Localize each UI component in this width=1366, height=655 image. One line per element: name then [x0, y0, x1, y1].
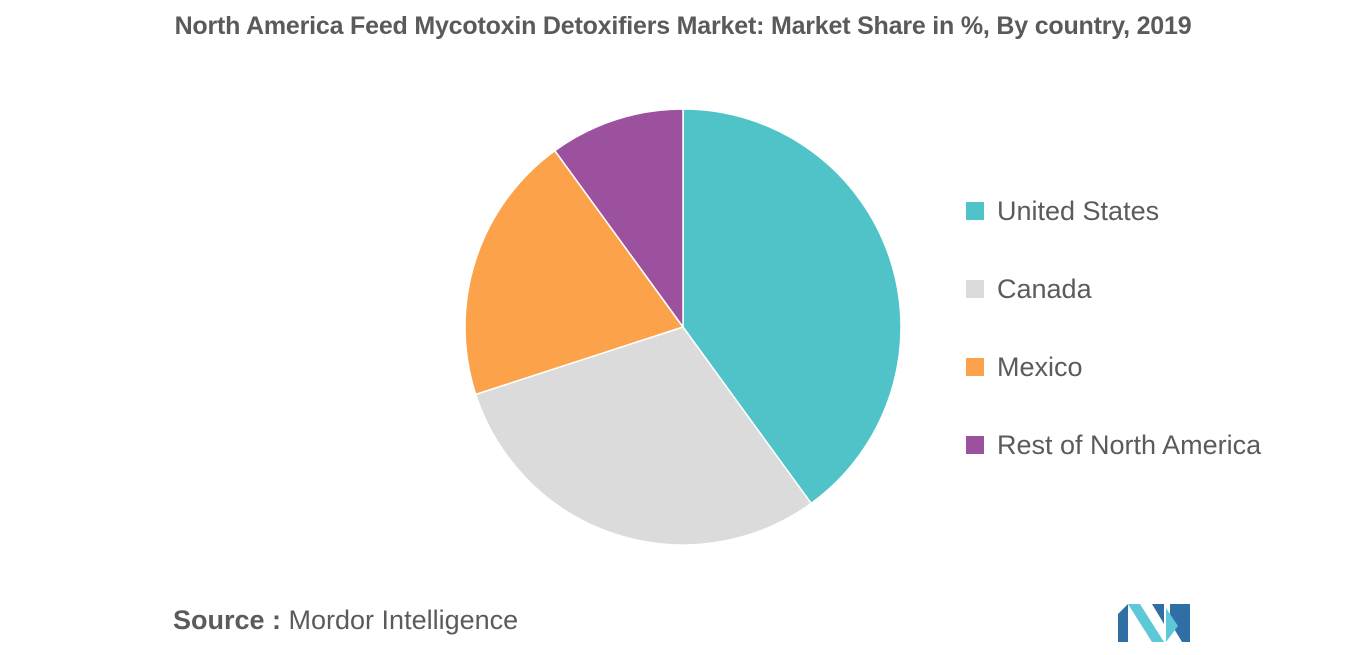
- logo-shape-right: [1170, 604, 1190, 642]
- legend-swatch: [966, 436, 984, 454]
- logo-shape-left: [1118, 604, 1128, 642]
- legend-item-rest-of-north-america: Rest of North America: [966, 427, 1261, 505]
- legend-label: Rest of North America: [997, 430, 1262, 460]
- legend-label: United States: [997, 196, 1160, 226]
- source-text: Mordor Intelligence: [288, 605, 519, 635]
- pie-slice-mexico: [464, 149, 685, 396]
- logo-shape-mid: [1128, 604, 1164, 642]
- legend-swatch: [966, 202, 984, 220]
- legend-label: Canada: [997, 274, 1092, 304]
- legend-swatch: [966, 358, 984, 376]
- legend-label: Mexico: [997, 352, 1083, 382]
- mordor-intelligence-logo-icon: [1118, 604, 1190, 642]
- legend-swatch: [966, 280, 984, 298]
- legend-item-canada: Canada: [966, 271, 1261, 349]
- pie-slice-canada: [474, 326, 813, 546]
- pie-slice-rest-of-north-america: [553, 108, 684, 330]
- source-prefix: Source :: [173, 605, 289, 635]
- logo-shape-mid2: [1152, 604, 1164, 624]
- pie-slices: [464, 108, 902, 546]
- chart-title: North America Feed Mycotoxin Detoxifiers…: [174, 12, 1192, 40]
- logo-shape-right2: [1166, 608, 1178, 642]
- legend-item-mexico: Mexico: [966, 349, 1261, 427]
- chart-legend: United States Canada Mexico Rest of Nort…: [966, 193, 1261, 505]
- pie-slice-united-states: [682, 108, 902, 505]
- legend-item-united-states: United States: [966, 193, 1261, 271]
- source-note: Source : Mordor Intelligence: [173, 605, 518, 636]
